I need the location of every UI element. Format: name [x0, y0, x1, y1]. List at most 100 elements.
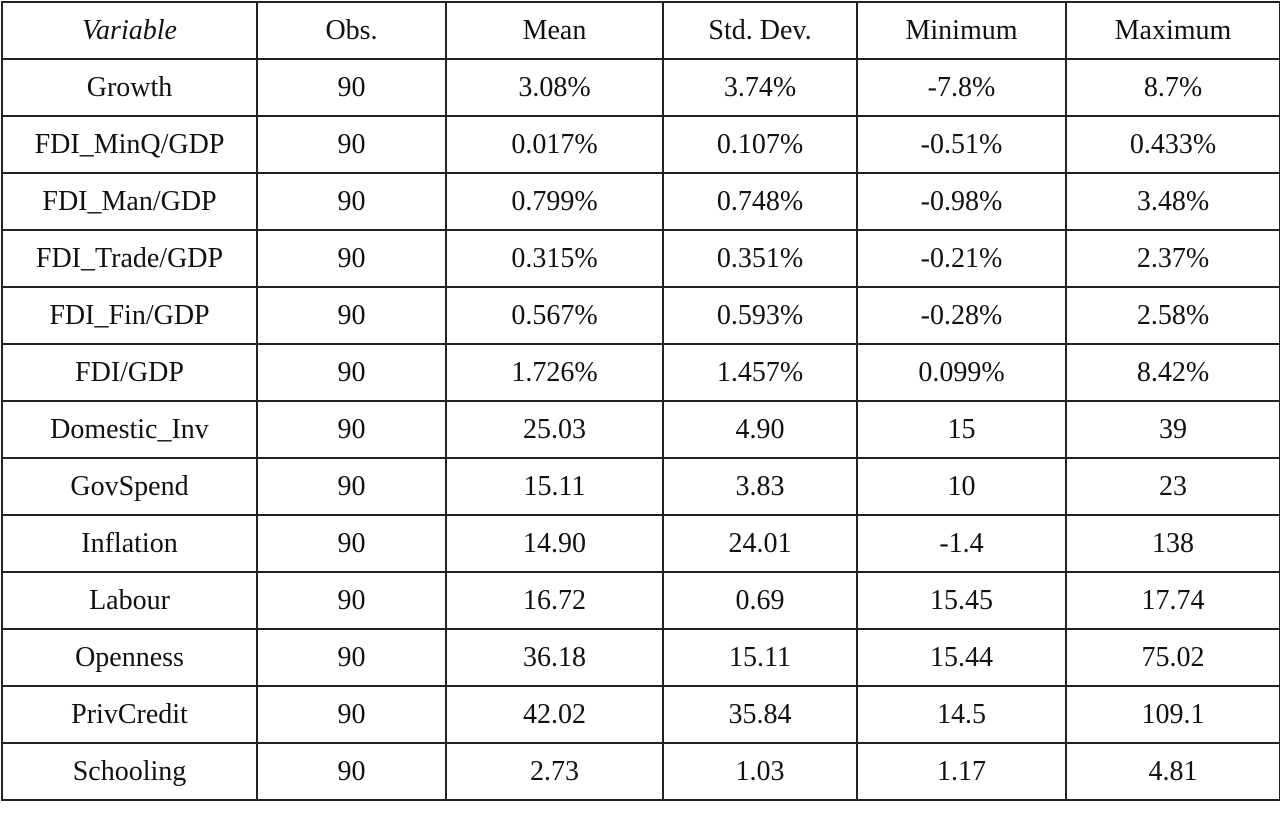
value-cell: 1.03 — [662, 742, 858, 801]
value-cell: 35.84 — [662, 685, 858, 744]
value-cell: 23 — [1065, 457, 1280, 516]
variable-cell: FDI_Fin/GDP — [1, 286, 258, 345]
value-cell: 90 — [256, 628, 447, 687]
value-cell: 25.03 — [445, 400, 664, 459]
value-cell: -0.21% — [856, 229, 1067, 288]
value-cell: 90 — [256, 286, 447, 345]
table-row: FDI_Fin/GDP 90 0.567% 0.593% -0.28% 2.58% — [1, 286, 1280, 345]
variable-cell: Schooling — [1, 742, 258, 801]
value-cell: 3.74% — [662, 58, 858, 117]
table-row: PrivCredit 90 42.02 35.84 14.5 109.1 — [1, 685, 1280, 744]
variable-cell: Domestic_Inv — [1, 400, 258, 459]
value-cell: 15.11 — [662, 628, 858, 687]
value-cell: 1.17 — [856, 742, 1067, 801]
value-cell: 0.593% — [662, 286, 858, 345]
variable-cell: Inflation — [1, 514, 258, 573]
value-cell: 16.72 — [445, 571, 664, 630]
variable-cell: FDI_MinQ/GDP — [1, 115, 258, 174]
value-cell: 90 — [256, 685, 447, 744]
value-cell: 90 — [256, 571, 447, 630]
table-row: FDI_MinQ/GDP 90 0.017% 0.107% -0.51% 0.433% — [1, 115, 1280, 174]
variable-cell: Growth — [1, 58, 258, 117]
table-row: Schooling 90 2.73 1.03 1.17 4.81 — [1, 742, 1280, 801]
variable-cell: GovSpend — [1, 457, 258, 516]
value-cell: -1.4 — [856, 514, 1067, 573]
value-cell: 15.44 — [856, 628, 1067, 687]
header-cell: Mean — [445, 1, 664, 60]
value-cell: 0.567% — [445, 286, 664, 345]
value-cell: 0.017% — [445, 115, 664, 174]
value-cell: 109.1 — [1065, 685, 1280, 744]
variable-cell: FDI_Man/GDP — [1, 172, 258, 231]
value-cell: 2.73 — [445, 742, 664, 801]
table-row: Growth 90 3.08% 3.74% -7.8% 8.7% — [1, 58, 1280, 117]
table-row: Inflation 90 14.90 24.01 -1.4 138 — [1, 514, 1280, 573]
variable-cell: FDI_Trade/GDP — [1, 229, 258, 288]
variable-cell: FDI/GDP — [1, 343, 258, 402]
value-cell: 90 — [256, 172, 447, 231]
value-cell: -0.98% — [856, 172, 1067, 231]
table-row: Labour 90 16.72 0.69 15.45 17.74 — [1, 571, 1280, 630]
table-row: GovSpend 90 15.11 3.83 10 23 — [1, 457, 1280, 516]
value-cell: 8.42% — [1065, 343, 1280, 402]
value-cell: 0.315% — [445, 229, 664, 288]
table-body: Growth 90 3.08% 3.74% -7.8% 8.7% FDI_MinQ/GDP 9… — [1, 58, 1280, 801]
value-cell: 15 — [856, 400, 1067, 459]
value-cell: 15.11 — [445, 457, 664, 516]
variable-cell: Labour — [1, 571, 258, 630]
value-cell: -7.8% — [856, 58, 1067, 117]
value-cell: 3.08% — [445, 58, 664, 117]
value-cell: 75.02 — [1065, 628, 1280, 687]
value-cell: 90 — [256, 58, 447, 117]
value-cell: 90 — [256, 742, 447, 801]
value-cell: 0.433% — [1065, 115, 1280, 174]
table-row: Openness 90 36.18 15.11 15.44 75.02 — [1, 628, 1280, 687]
value-cell: 15.45 — [856, 571, 1067, 630]
summary-table: Variable Obs. Mean Std. Dev. Minimum Maximum … — [1, 1, 1280, 801]
table-row: FDI_Trade/GDP 90 0.315% 0.351% -0.21% 2.37% — [1, 229, 1280, 288]
value-cell: 4.90 — [662, 400, 858, 459]
value-cell: 0.748% — [662, 172, 858, 231]
value-cell: 3.83 — [662, 457, 858, 516]
value-cell: 1.726% — [445, 343, 664, 402]
header-cell: Maximum — [1065, 1, 1280, 60]
value-cell: 90 — [256, 115, 447, 174]
value-cell: 90 — [256, 229, 447, 288]
value-cell: 0.107% — [662, 115, 858, 174]
header-cell: Variable — [1, 1, 258, 60]
header-cell: Std. Dev. — [662, 1, 858, 60]
table-row: FDI_Man/GDP 90 0.799% 0.748% -0.98% 3.48% — [1, 172, 1280, 231]
value-cell: 10 — [856, 457, 1067, 516]
value-cell: 2.58% — [1065, 286, 1280, 345]
table-row: Domestic_Inv 90 25.03 4.90 15 39 — [1, 400, 1280, 459]
value-cell: 2.37% — [1065, 229, 1280, 288]
table-row: FDI/GDP 90 1.726% 1.457% 0.099% 8.42% — [1, 343, 1280, 402]
header-cell: Obs. — [256, 1, 447, 60]
value-cell: 17.74 — [1065, 571, 1280, 630]
value-cell: 1.457% — [662, 343, 858, 402]
value-cell: 39 — [1065, 400, 1280, 459]
value-cell: 14.5 — [856, 685, 1067, 744]
value-cell: 90 — [256, 400, 447, 459]
value-cell: 8.7% — [1065, 58, 1280, 117]
value-cell: 90 — [256, 514, 447, 573]
value-cell: -0.28% — [856, 286, 1067, 345]
value-cell: 0.799% — [445, 172, 664, 231]
value-cell: 3.48% — [1065, 172, 1280, 231]
value-cell: 0.099% — [856, 343, 1067, 402]
value-cell: 24.01 — [662, 514, 858, 573]
value-cell: 0.69 — [662, 571, 858, 630]
variable-cell: Openness — [1, 628, 258, 687]
variable-cell: PrivCredit — [1, 685, 258, 744]
value-cell: 36.18 — [445, 628, 664, 687]
value-cell: 90 — [256, 457, 447, 516]
header-cell: Minimum — [856, 1, 1067, 60]
value-cell: 0.351% — [662, 229, 858, 288]
header-row: Variable Obs. Mean Std. Dev. Minimum Maximum — [1, 1, 1280, 60]
value-cell: 90 — [256, 343, 447, 402]
value-cell: -0.51% — [856, 115, 1067, 174]
value-cell: 14.90 — [445, 514, 664, 573]
value-cell: 4.81 — [1065, 742, 1280, 801]
value-cell: 138 — [1065, 514, 1280, 573]
